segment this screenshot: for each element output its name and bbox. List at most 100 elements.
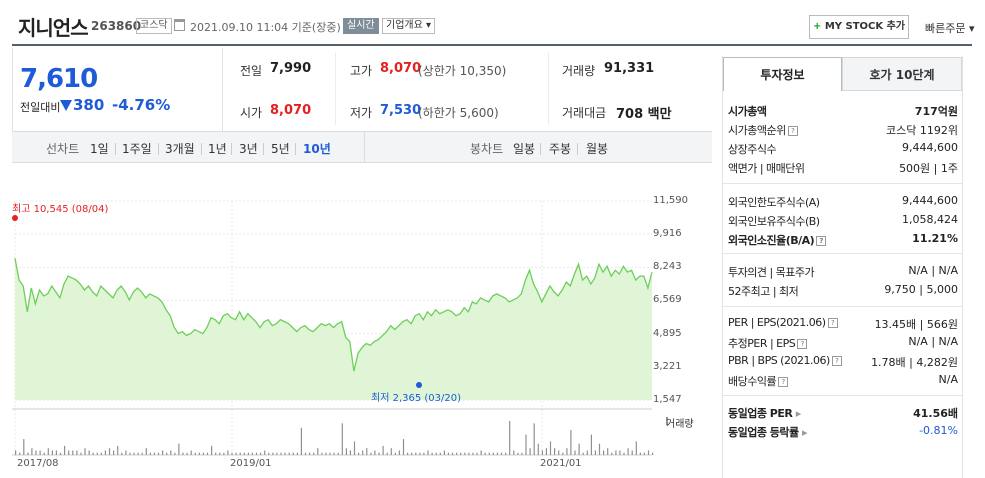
volume-bar — [558, 450, 560, 455]
volume-bar — [362, 450, 364, 455]
tab-daily[interactable]: 일봉 — [513, 142, 536, 156]
volume-bar — [549, 441, 552, 455]
info-row-label: 상장주식수 — [728, 143, 777, 156]
company-name[interactable]: 지니언스 — [18, 16, 89, 40]
volume-bar — [607, 448, 609, 455]
tab-separator — [158, 143, 159, 155]
info-row: 동일업종 PER ▸ 41.56배 — [728, 403, 958, 423]
volume-bar — [296, 452, 298, 455]
volume-bar — [231, 452, 233, 455]
volume-bar — [76, 450, 78, 455]
tab-order-book[interactable]: 호가 10단계 — [842, 57, 962, 91]
investment-info-panel — [722, 56, 963, 478]
current-price: 7,610 — [20, 64, 98, 94]
add-my-stock-button[interactable]: + MY STOCK 추가 — [809, 15, 909, 39]
volume-bar — [370, 452, 372, 455]
info-row-value: 9,444,600 — [902, 194, 958, 207]
volume-bar — [611, 452, 613, 455]
volume-bar — [300, 427, 302, 455]
help-icon[interactable]: ? — [787, 126, 798, 136]
tab-10y[interactable]: 10년 — [303, 142, 331, 156]
stock-code: 263860 — [91, 19, 142, 33]
volume-bar — [325, 452, 327, 455]
info-row-label: 시가총액순위? — [728, 122, 798, 138]
volume-bar — [92, 452, 94, 455]
volume-bar — [288, 452, 290, 455]
info-row: 투자의견 | 목표주가 N/A | N/A — [728, 262, 958, 282]
volume-bar — [517, 452, 519, 455]
info-row-label: 외국인한도주식수(A) — [728, 196, 820, 209]
tab-investment-info[interactable]: 투자정보 — [723, 57, 842, 91]
add-my-stock-label: MY STOCK 추가 — [824, 21, 906, 32]
help-icon[interactable]: ? — [827, 318, 838, 328]
volume-bar — [627, 448, 629, 455]
help-icon[interactable]: ? — [778, 377, 789, 387]
tab-3y[interactable]: 3년 — [239, 142, 258, 156]
info-row-label: 외국인소진율(B/A)? — [728, 232, 827, 248]
volume-bar — [598, 443, 601, 455]
tab-5y[interactable]: 5년 — [271, 142, 290, 156]
info-row: 시가총액순위? 코스닥 1192위 — [728, 120, 958, 140]
volume-bar — [47, 448, 49, 455]
volume-bar — [80, 452, 82, 455]
volume-bar — [570, 430, 572, 455]
info-row: 외국인소진율(B/A)? 11.21% — [728, 230, 958, 250]
volume-bar — [284, 452, 286, 455]
volume-bar — [145, 448, 147, 455]
volume-bar — [345, 448, 347, 455]
tab-1y[interactable]: 1년 — [208, 142, 227, 156]
volume-bar — [108, 448, 111, 455]
volume-bar — [129, 452, 131, 455]
quick-order-dropdown[interactable]: 빠른주문 ▾ — [925, 22, 975, 35]
volume-bar — [562, 452, 564, 455]
arrow-icon[interactable]: ▸ — [792, 407, 802, 420]
volume-bar — [386, 452, 388, 455]
volume-bar — [521, 452, 523, 455]
info-row: PBR | BPS (2021.06)? 1.78배 | 4,282원 — [728, 352, 958, 372]
tab-1d[interactable]: 1일 — [90, 142, 109, 156]
volume-bar — [554, 448, 556, 455]
volume-bar — [631, 450, 633, 455]
realtime-badge[interactable]: 실시간 — [343, 18, 379, 34]
volume-bar — [390, 448, 392, 455]
volume-bar — [366, 448, 368, 455]
price-area — [15, 258, 652, 400]
info-row-label: 투자의견 | 목표주가 — [728, 266, 815, 279]
tab-monthly[interactable]: 월봉 — [586, 142, 609, 156]
info-row: 52주최고 | 최저 9,750 | 5,000 — [728, 281, 958, 301]
volume-bar — [194, 452, 196, 455]
info-row: 외국인보유주식수(B) 1,058,424 — [728, 211, 958, 231]
volume-bar — [594, 450, 596, 455]
arrow-icon[interactable]: ▸ — [798, 426, 808, 439]
high-marker — [12, 215, 18, 221]
volume-bar — [447, 452, 449, 455]
help-icon[interactable]: ? — [831, 356, 842, 366]
amount-value: 708 백만 — [616, 107, 672, 122]
volume-bar — [456, 452, 458, 455]
candle-chart-label: 봉차트 — [470, 142, 504, 156]
volume-bar — [615, 450, 617, 455]
tab-1w[interactable]: 1주일 — [122, 142, 152, 156]
volume-bar — [480, 450, 482, 455]
tab-separator — [201, 143, 202, 155]
company-overview-dropdown[interactable]: 기업개요 ▾ — [382, 18, 435, 34]
volume-bar — [382, 445, 384, 455]
volume-bar — [198, 452, 200, 455]
volume-bar — [96, 452, 98, 455]
info-row-value: -0.81% — [919, 424, 958, 437]
volume-bar — [439, 452, 441, 455]
info-row: 추정PER | EPS? N/A | N/A — [728, 333, 958, 353]
volume-bar — [533, 423, 535, 455]
help-icon[interactable]: ? — [816, 236, 827, 246]
volume-bar — [541, 450, 543, 455]
price-chart[interactable] — [12, 163, 712, 478]
help-icon[interactable]: ? — [797, 339, 808, 349]
info-row-label: 동일업종 등락률 ▸ — [728, 426, 808, 439]
tab-separator — [263, 143, 264, 155]
tab-3m[interactable]: 3개월 — [165, 142, 195, 156]
stats-table — [222, 48, 712, 131]
volume-bar — [590, 434, 592, 455]
tab-weekly[interactable]: 주봉 — [549, 142, 572, 156]
info-row-value: 13.45배 | 566원 — [874, 318, 958, 331]
y-tick: 6,569 — [653, 294, 682, 305]
